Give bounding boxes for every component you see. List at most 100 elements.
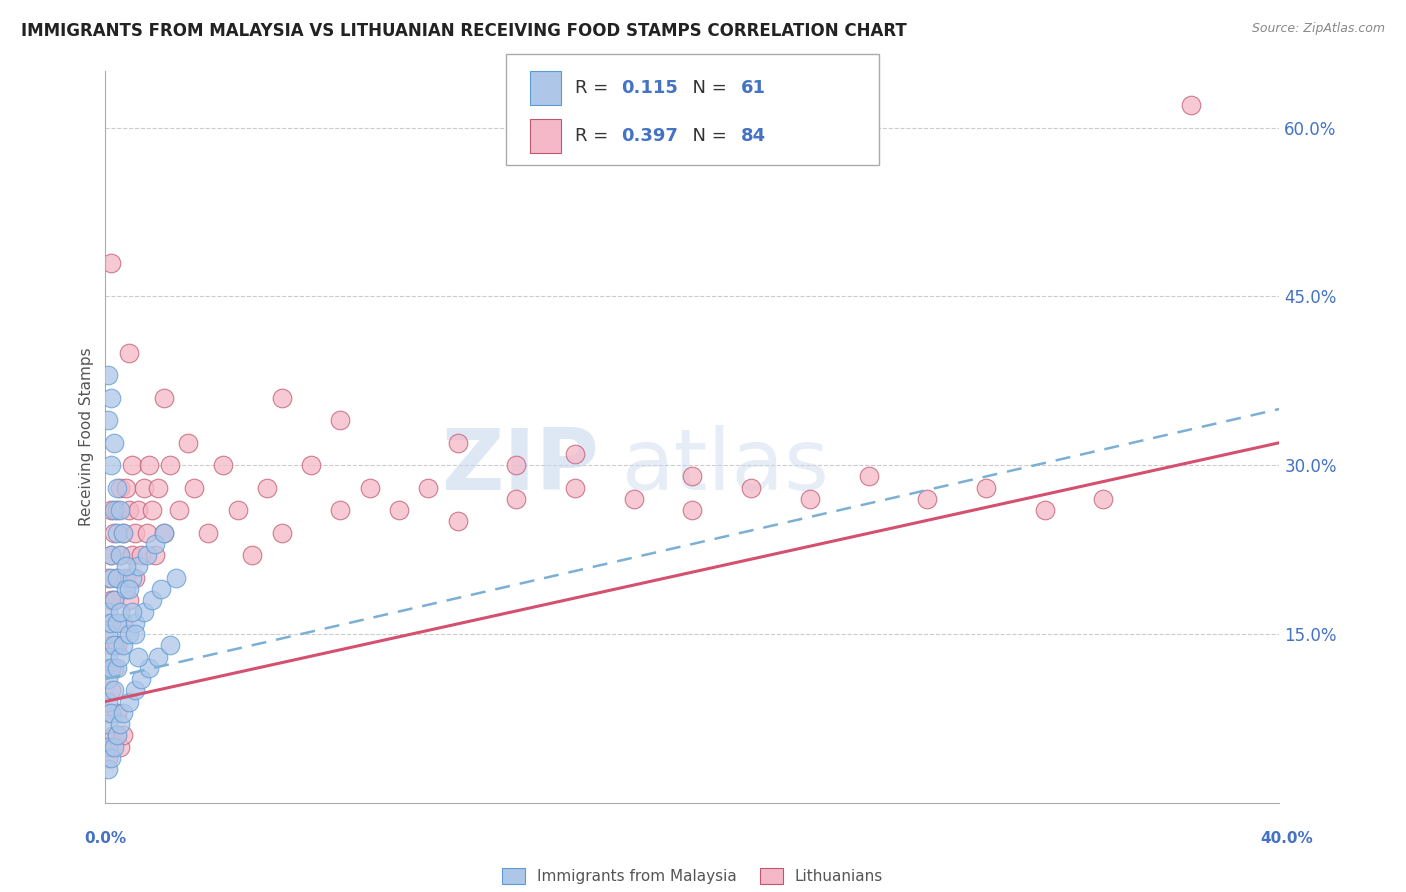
Point bbox=[108, 739, 131, 754]
Point bbox=[564, 447, 586, 461]
Y-axis label: Receiving Food Stamps: Receiving Food Stamps bbox=[79, 348, 94, 526]
Point bbox=[505, 491, 527, 506]
Point bbox=[226, 503, 249, 517]
Point bbox=[103, 683, 125, 698]
Text: ZIP: ZIP bbox=[441, 425, 599, 508]
Point bbox=[100, 548, 122, 562]
Point bbox=[138, 661, 160, 675]
Point bbox=[100, 458, 122, 473]
Point bbox=[124, 525, 146, 540]
Point bbox=[121, 605, 143, 619]
Point bbox=[159, 638, 181, 652]
Point bbox=[112, 638, 135, 652]
Point bbox=[105, 525, 128, 540]
Point bbox=[100, 751, 122, 765]
Point bbox=[105, 661, 128, 675]
Point bbox=[124, 615, 146, 630]
Legend: Immigrants from Malaysia, Lithuanians: Immigrants from Malaysia, Lithuanians bbox=[496, 862, 889, 890]
Point bbox=[108, 605, 131, 619]
Point bbox=[176, 435, 198, 450]
Point bbox=[103, 435, 125, 450]
Point bbox=[118, 694, 141, 708]
Text: 84: 84 bbox=[741, 127, 766, 145]
Point bbox=[103, 593, 125, 607]
Point bbox=[115, 559, 138, 574]
Point bbox=[103, 661, 125, 675]
Text: 0.0%: 0.0% bbox=[84, 831, 127, 846]
Point bbox=[211, 458, 233, 473]
Point bbox=[97, 649, 120, 664]
Point bbox=[240, 548, 263, 562]
Point bbox=[135, 525, 157, 540]
Point bbox=[97, 717, 120, 731]
Point bbox=[105, 503, 128, 517]
Point bbox=[183, 481, 205, 495]
Point bbox=[148, 649, 170, 664]
Point bbox=[564, 481, 586, 495]
Point bbox=[121, 458, 143, 473]
Point bbox=[159, 458, 181, 473]
Point bbox=[97, 706, 120, 720]
Point bbox=[112, 615, 135, 630]
Point bbox=[100, 615, 122, 630]
Point bbox=[100, 571, 122, 585]
Point bbox=[270, 391, 292, 405]
Point bbox=[682, 469, 704, 483]
Point bbox=[97, 368, 120, 383]
Point bbox=[129, 672, 152, 686]
Point bbox=[129, 548, 152, 562]
Point bbox=[167, 503, 190, 517]
Point bbox=[270, 525, 292, 540]
Point bbox=[1033, 503, 1056, 517]
Point bbox=[118, 345, 141, 359]
Point bbox=[100, 391, 122, 405]
Point bbox=[141, 503, 163, 517]
Point bbox=[105, 638, 128, 652]
Point bbox=[103, 638, 125, 652]
Point bbox=[153, 525, 176, 540]
Point bbox=[105, 481, 128, 495]
Point bbox=[858, 469, 880, 483]
Point bbox=[100, 255, 122, 269]
Text: atlas: atlas bbox=[621, 425, 830, 508]
Point bbox=[256, 481, 278, 495]
Point bbox=[1180, 98, 1202, 112]
Point bbox=[97, 605, 120, 619]
Point bbox=[108, 548, 131, 562]
Point bbox=[165, 571, 187, 585]
Point bbox=[97, 739, 120, 754]
Point bbox=[112, 525, 135, 540]
Point bbox=[97, 762, 120, 776]
Point bbox=[108, 481, 131, 495]
Point bbox=[105, 571, 128, 585]
Point bbox=[127, 503, 149, 517]
Point bbox=[115, 481, 138, 495]
Point bbox=[103, 503, 125, 517]
Point bbox=[97, 694, 120, 708]
Point bbox=[97, 661, 120, 675]
Point bbox=[197, 525, 219, 540]
Point bbox=[100, 593, 122, 607]
Point bbox=[917, 491, 939, 506]
Point bbox=[124, 571, 146, 585]
Text: N =: N = bbox=[681, 127, 733, 145]
Point bbox=[105, 615, 128, 630]
Point bbox=[132, 481, 155, 495]
Point bbox=[127, 559, 149, 574]
Point bbox=[329, 503, 352, 517]
Point bbox=[103, 593, 125, 607]
Point bbox=[108, 548, 131, 562]
Point bbox=[135, 548, 157, 562]
Point bbox=[127, 649, 149, 664]
Point bbox=[359, 481, 381, 495]
Point bbox=[1092, 491, 1115, 506]
Point bbox=[105, 571, 128, 585]
Point bbox=[100, 548, 122, 562]
Point bbox=[148, 481, 170, 495]
Point bbox=[740, 481, 762, 495]
Point bbox=[132, 605, 155, 619]
Point bbox=[100, 661, 122, 675]
Point bbox=[97, 672, 120, 686]
Point bbox=[799, 491, 821, 506]
Point bbox=[108, 503, 131, 517]
